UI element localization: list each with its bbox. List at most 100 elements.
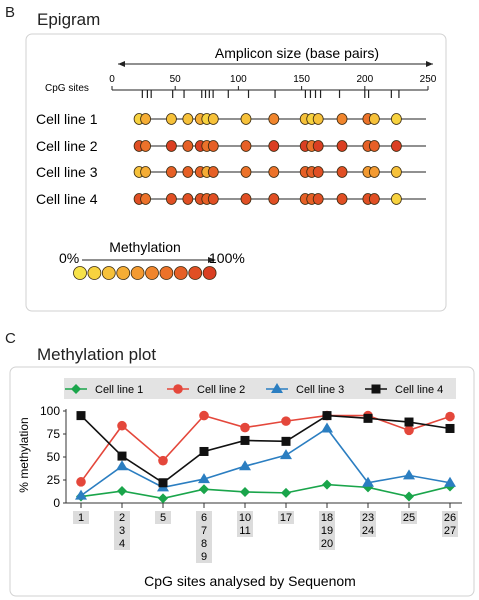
- x-tick-label-bg: [196, 524, 212, 537]
- series-4-point: [322, 411, 332, 421]
- series-1-point: [199, 484, 209, 495]
- series-2-point: [240, 422, 250, 433]
- x-tick-label-bg: [73, 511, 89, 524]
- methylation-circle: [182, 113, 194, 125]
- x-axis-label: CpG sites analysed by Sequenom: [144, 573, 356, 589]
- methylation-circle: [312, 193, 324, 205]
- x-tick-label: 5: [160, 512, 166, 524]
- legend-marker-4: [371, 384, 381, 394]
- methylation-circle: [390, 193, 402, 205]
- x-tick-label-bg: [319, 511, 335, 524]
- x-tick-label: 17: [280, 512, 292, 524]
- epigram-row-label: Cell line 1: [36, 111, 98, 127]
- scale-min-label: 0%: [59, 250, 79, 266]
- panel-letter-b: B: [5, 4, 16, 21]
- x-tick-label-bg: [155, 511, 171, 524]
- series-3-point: [280, 449, 292, 460]
- epigram-x-tick-label: 0: [109, 74, 115, 85]
- series-2-point: [117, 420, 127, 431]
- series-3-point: [321, 422, 333, 433]
- epigram-row-label: Cell line 4: [36, 191, 98, 207]
- methylation-circle: [140, 113, 151, 125]
- methylation-circle: [390, 140, 402, 152]
- methylation-circle: [207, 193, 219, 205]
- series-1-point: [404, 491, 414, 502]
- scale-circle: [73, 266, 87, 280]
- x-tick-label: 26: [444, 512, 456, 524]
- series-3-point: [198, 473, 210, 484]
- series-3-point: [403, 469, 415, 480]
- methylation-circle: [312, 166, 324, 178]
- series-line-2: [80, 414, 451, 483]
- methylation-circle: [336, 166, 348, 178]
- epigram-arrow: [118, 61, 433, 67]
- series-4-point: [117, 451, 127, 461]
- series-4-point: [76, 411, 86, 421]
- x-tick-label: 1: [78, 512, 84, 524]
- x-tick-label: 18: [321, 512, 333, 524]
- epigram-x-tick-label: 150: [293, 74, 310, 85]
- x-tick-label: 8: [201, 538, 207, 550]
- scale-circle: [130, 266, 145, 280]
- scale-circle: [145, 266, 159, 280]
- scale-circle: [87, 266, 102, 280]
- x-tick-label: 3: [119, 525, 125, 537]
- series-3-point: [116, 460, 128, 471]
- x-tick-label: 25: [403, 512, 415, 524]
- epigram-row-label: Cell line 3: [36, 164, 98, 180]
- epigram-frame: [25, 33, 447, 312]
- epigram-x-tick-label: 100: [230, 74, 247, 85]
- x-tick-label: 6: [201, 512, 207, 524]
- x-tick-label: 7: [201, 525, 207, 537]
- methylation-circle: [368, 113, 380, 125]
- epigram-axis-title: Amplicon size (base pairs): [215, 45, 379, 61]
- x-tick-label-bg: [196, 537, 212, 550]
- methylation-circle: [268, 113, 280, 125]
- series-3-point: [75, 489, 87, 500]
- series-1-point: [117, 486, 127, 497]
- y-tick-label: 50: [47, 450, 61, 464]
- epigram-x-tick-label: 50: [170, 74, 182, 85]
- legend-marker-1: [71, 384, 81, 394]
- x-tick-label: 23: [362, 512, 374, 524]
- legend-label-1: Cell line 1: [95, 384, 143, 396]
- methylation-circle: [240, 140, 252, 152]
- methylation-circle: [140, 140, 151, 152]
- y-tick-label: 75: [47, 427, 61, 441]
- series-line-1: [80, 483, 451, 500]
- x-tick-label: 11: [239, 525, 250, 537]
- methylation-circle: [368, 140, 380, 152]
- legend-label-4: Cell line 4: [395, 384, 443, 396]
- x-tick-label-bg: [360, 511, 376, 524]
- series-4-point: [445, 423, 455, 433]
- methylation-circle: [166, 166, 177, 178]
- series-4-point: [404, 417, 414, 427]
- methylation-circle: [268, 193, 280, 205]
- panel-letter-c: C: [5, 330, 16, 347]
- methylation-circle: [268, 166, 280, 178]
- series-2-point: [158, 455, 168, 466]
- x-tick-label-bg: [278, 511, 294, 524]
- methylation-scale-title: Methylation: [109, 239, 181, 255]
- series-line-4: [80, 414, 451, 484]
- methylation-circle: [390, 166, 402, 178]
- epigram-x-tick-label: 200: [356, 74, 373, 85]
- scale-circle: [116, 266, 131, 280]
- x-tick-label-bg: [196, 550, 212, 563]
- y-axis-label: % methylation: [17, 417, 31, 492]
- x-tick-label: 24: [362, 525, 374, 537]
- series-2-point: [445, 411, 455, 422]
- methylation-circle: [207, 166, 219, 178]
- legend-label-2: Cell line 2: [197, 384, 245, 396]
- x-tick-label: 20: [321, 538, 333, 550]
- x-tick-label-bg: [442, 524, 458, 537]
- cpg-sites-label: CpG sites: [45, 83, 89, 94]
- x-tick-label-bg: [237, 511, 253, 524]
- methylation-circle: [166, 193, 177, 205]
- methylation-circle: [368, 193, 380, 205]
- x-tick-label-bg: [360, 524, 376, 537]
- methylation-plot-title: Methylation plot: [37, 345, 157, 364]
- scale-circle: [101, 266, 116, 280]
- scale-circle: [173, 266, 188, 280]
